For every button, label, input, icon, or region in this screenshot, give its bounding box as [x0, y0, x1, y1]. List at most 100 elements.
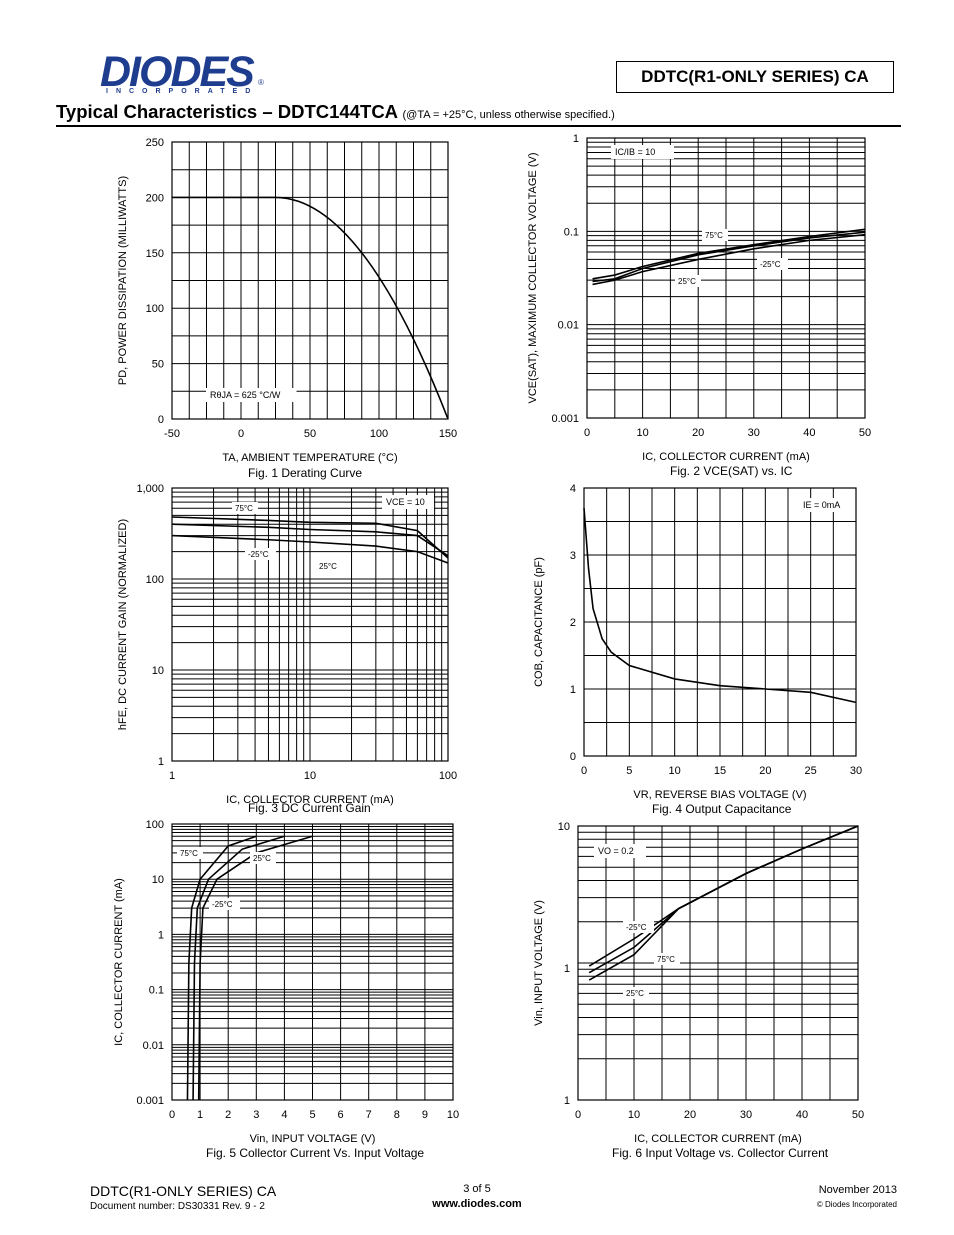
y-tick-label: 2 [570, 617, 576, 629]
series-line-2 [592, 233, 866, 286]
y-tick-label: 200 [146, 192, 164, 204]
series-line-2 [171, 534, 449, 564]
series-label-box [623, 987, 649, 999]
fig5-caption: Fig. 5 Collector Current Vs. Input Volta… [206, 1146, 425, 1160]
condition-note: IE = 0mA [803, 500, 840, 510]
x-tick-label: 5 [309, 1109, 315, 1121]
x-tick-label: 1 [169, 770, 175, 782]
x-tick-label: 10 [669, 765, 681, 777]
note-box [382, 495, 434, 509]
series-label-box [702, 229, 728, 241]
plot-frame [586, 137, 866, 419]
condition-note: RθJA = 625 °C/W [210, 390, 281, 400]
series-label: 75°C [235, 504, 253, 513]
y-tick-label: 250 [146, 137, 164, 149]
y-tick-label: 10 [152, 665, 164, 677]
series-label: -25°C [248, 550, 269, 559]
y-tick-label: 0 [570, 751, 576, 763]
x-tick-label: 40 [796, 1109, 808, 1121]
series-label: 25°C [253, 854, 271, 863]
y-tick-label: 100 [146, 574, 164, 586]
y-tick-label: 10 [152, 874, 164, 886]
series-line-0 [171, 516, 449, 559]
y-tick-label: 1 [158, 929, 164, 941]
y-tick-label: 1 [573, 133, 579, 145]
x-axis-label: IC, COLLECTOR CURRENT (mA) [634, 1133, 802, 1145]
x-tick-label: 1 [197, 1109, 203, 1121]
y-axis-label: Vin, INPUT VOLTAGE (V) [533, 900, 545, 1026]
footer-date: November 2013 [818, 1184, 897, 1196]
x-tick-label: 3 [253, 1109, 259, 1121]
fig2-caption: Fig. 2 VCE(SAT) vs. IC [670, 464, 793, 478]
series-label: 25°C [626, 989, 644, 998]
y-tick-label: 0 [158, 414, 164, 426]
x-tick-label: 30 [850, 765, 862, 777]
note-box [594, 844, 646, 858]
series-label: -25°C [212, 900, 233, 909]
plot-frame [171, 487, 449, 762]
y-tick-label: 50 [152, 359, 164, 371]
series-label: 25°C [678, 277, 696, 286]
plot-frame [171, 823, 454, 1101]
y-axis-label: hFE, DC CURRENT GAIN (NORMALIZED) [117, 519, 129, 730]
note-box [799, 498, 851, 512]
series-label-box [623, 921, 654, 933]
x-tick-label: 20 [759, 765, 771, 777]
header-rule [56, 125, 901, 127]
x-tick-label: 30 [748, 427, 760, 439]
note-box [611, 145, 674, 159]
y-axis-label: COB, CAPACITANCE (pF) [533, 557, 545, 687]
y-tick-label: 3 [570, 550, 576, 562]
series-label-box [316, 560, 342, 572]
y-tick-label: 0.01 [558, 320, 579, 332]
y-tick-label: 150 [146, 248, 164, 260]
y-tick-label: 4 [570, 483, 576, 495]
footer-page-number: 3 of 5 [463, 1183, 491, 1195]
x-tick-label: 0 [169, 1109, 175, 1121]
series-label-box [177, 847, 203, 859]
series-line-1 [592, 231, 866, 283]
x-tick-label: 2 [225, 1109, 231, 1121]
x-tick-label: 9 [422, 1109, 428, 1121]
series-label: 75°C [657, 955, 675, 964]
x-tick-label: 10 [636, 427, 648, 439]
x-tick-label: 5 [626, 765, 632, 777]
y-tick-label: 0.001 [136, 1095, 164, 1107]
y-tick-label: 0.1 [564, 226, 579, 238]
footer-website-link[interactable]: www.diodes.com [432, 1198, 522, 1210]
series-label: -25°C [760, 260, 781, 269]
note-box [206, 388, 297, 402]
plot-frame [577, 825, 859, 1101]
series-label: 75°C [180, 849, 198, 858]
series-label-box [675, 275, 701, 287]
y-axis-label: VCE(SAT), MAXIMUM COLLECTOR VOLTAGE (V) [527, 153, 539, 404]
fig5-ic-vin-chart: 0.001 0.01 0.1 1 10 100 0 1 2 3 4 5 6 7 8 9 10 Vin, INPUT… [113, 819, 459, 1145]
x-tick-label: 10 [628, 1109, 640, 1121]
series-line-2 [197, 835, 313, 1101]
x-tick-label: 0 [575, 1109, 581, 1121]
series-label-box [209, 898, 240, 910]
section-title-text: Typical Characteristics – DDTC144TCA [56, 101, 398, 122]
y-tick-label: 100 [146, 303, 164, 315]
fig4-caption: Fig. 4 Output Capacitance [652, 802, 792, 816]
condition-note: IC/IB = 10 [615, 147, 655, 157]
x-tick-label: 50 [859, 427, 871, 439]
y-axis-label: PD, POWER DISSIPATION (MILLIWATTS) [117, 176, 129, 385]
series-label-box [232, 502, 258, 514]
fig6-caption: Fig. 6 Input Voltage vs. Collector Curre… [612, 1146, 829, 1160]
plot-frame [583, 487, 857, 757]
x-tick-label: 20 [692, 427, 704, 439]
x-tick-label: 6 [338, 1109, 344, 1121]
series-line-0 [172, 196, 449, 420]
condition-note: VCE = 10 [386, 497, 425, 507]
fig3-caption: Fig. 3 DC Current Gain [248, 801, 371, 815]
plot-frame [171, 141, 449, 420]
x-tick-label: 50 [304, 428, 316, 440]
condition-note: VO = 0.2 [598, 846, 634, 856]
x-tick-label: 30 [740, 1109, 752, 1121]
series-label: -25°C [626, 923, 647, 932]
x-tick-label: 25 [805, 765, 817, 777]
footer-series: DDTC(R1-ONLY SERIES) CA [90, 1183, 277, 1199]
fig3-dc-gain-chart: 1 10 100 1,000 1 10 100 IC, COLLECTOR CURRENT (… [117, 483, 457, 806]
